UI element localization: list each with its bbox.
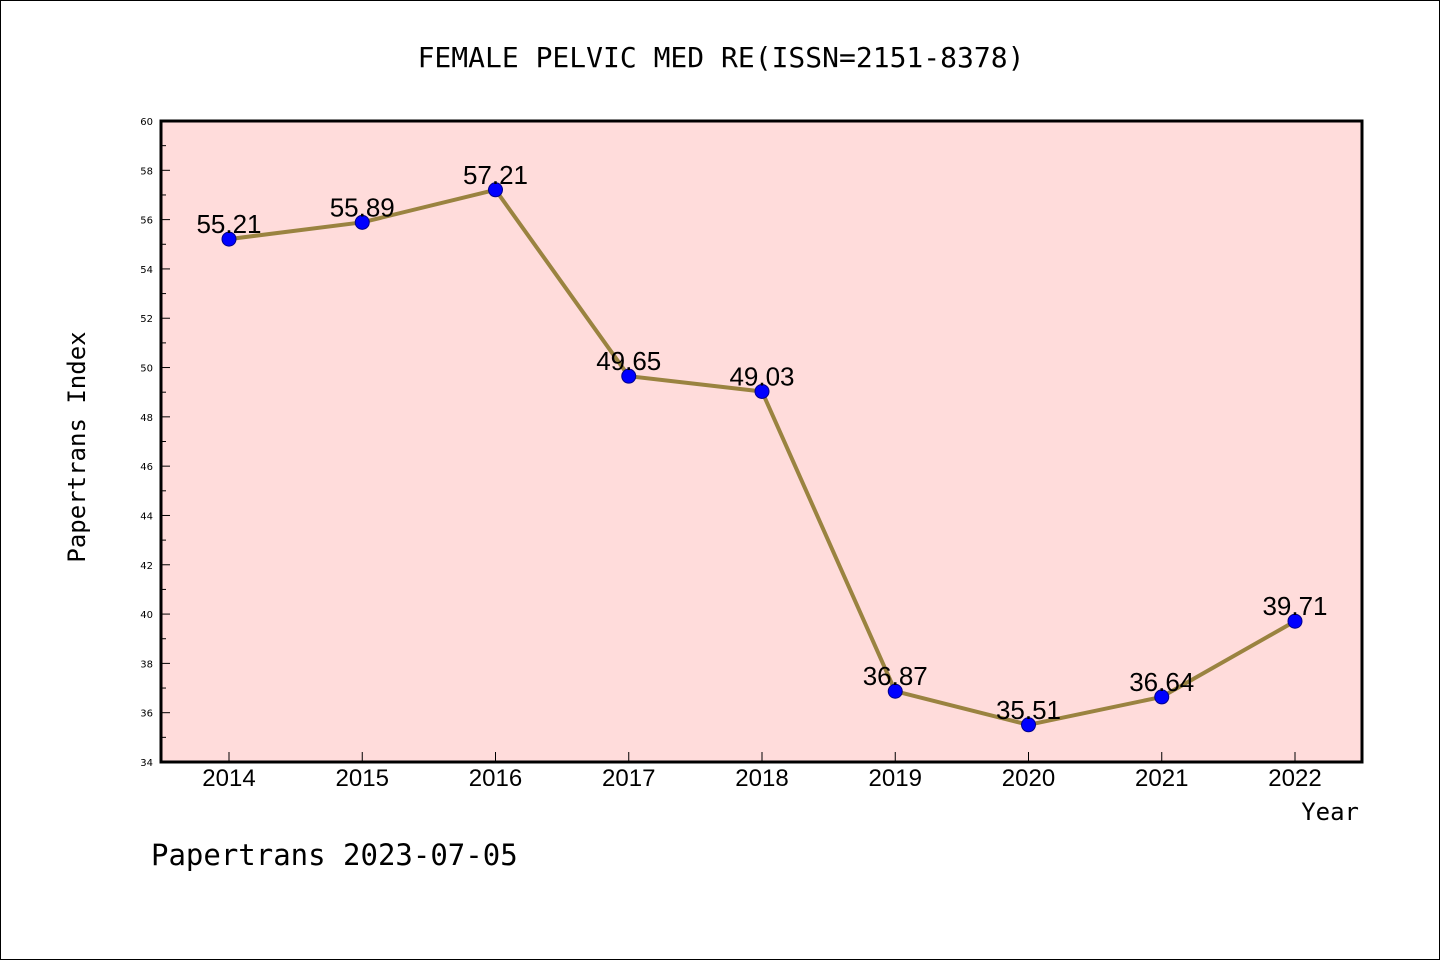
- data-point: [621, 368, 637, 384]
- data-point: [1287, 613, 1303, 629]
- data-point: [754, 383, 770, 399]
- data-point: [354, 214, 370, 230]
- plot-frame: [159, 119, 1364, 764]
- data-point: [221, 231, 237, 247]
- y-tick-label: 50: [140, 364, 153, 375]
- data-label: 39.71: [1262, 591, 1327, 621]
- x-tick-label: 2022: [1268, 765, 1321, 792]
- y-tick-label: 38: [140, 659, 153, 670]
- data-label: 35.51: [996, 695, 1061, 725]
- y-tick-label: 56: [140, 216, 153, 227]
- data-label: 57.21: [463, 160, 528, 190]
- x-tick-label: 2019: [869, 765, 922, 792]
- data-label: 49.65: [596, 346, 661, 376]
- data-point: [1021, 717, 1036, 733]
- x-tick-label: 2015: [336, 765, 389, 792]
- data-point: [1154, 689, 1170, 705]
- x-tick-label: 2014: [202, 765, 255, 792]
- y-axis-label: Papertrans Index: [63, 331, 91, 562]
- x-axis: 2014 2015 2016 2017 2018 2019 2020 2021 2022: [202, 752, 1322, 792]
- y-tick-label: 54: [140, 265, 153, 276]
- data-label: 55.21: [196, 209, 261, 239]
- y-tick-label: 60: [140, 117, 153, 128]
- footer-watermark: Papertrans 2023-07-05: [151, 838, 518, 872]
- y-tick-label: 34: [140, 758, 153, 769]
- data-label: 36.64: [1129, 667, 1194, 697]
- x-tick-label: 2020: [1002, 765, 1055, 792]
- data-label: 49.03: [729, 361, 794, 391]
- chart-title: FEMALE PELVIC MED RE(ISSN=2151-8378): [418, 41, 1025, 74]
- y-tick-label: 48: [140, 413, 153, 424]
- y-tick-label: 40: [140, 610, 153, 621]
- x-tick-label: 2021: [1135, 765, 1188, 792]
- y-tick-label: 44: [140, 511, 153, 522]
- x-axis-label: Year: [1301, 798, 1359, 826]
- data-point: [887, 683, 903, 699]
- x-tick-label: 2018: [735, 765, 788, 792]
- y-tick-label: 36: [140, 709, 153, 720]
- y-tick-label: 42: [140, 561, 153, 572]
- x-tick-label: 2017: [602, 765, 655, 792]
- x-tick-label: 2016: [469, 765, 522, 792]
- data-point: [488, 182, 503, 198]
- y-tick-label: 46: [140, 462, 153, 473]
- y-tick-label: 52: [140, 314, 153, 325]
- series-line-layer: 55.21 55.89 57.21 49.65 49.03 36.87 35.51 36.64…: [196, 160, 1328, 733]
- data-label: 55.89: [330, 192, 395, 222]
- data-label: 36.87: [863, 661, 928, 691]
- y-tick-label: 58: [140, 166, 153, 177]
